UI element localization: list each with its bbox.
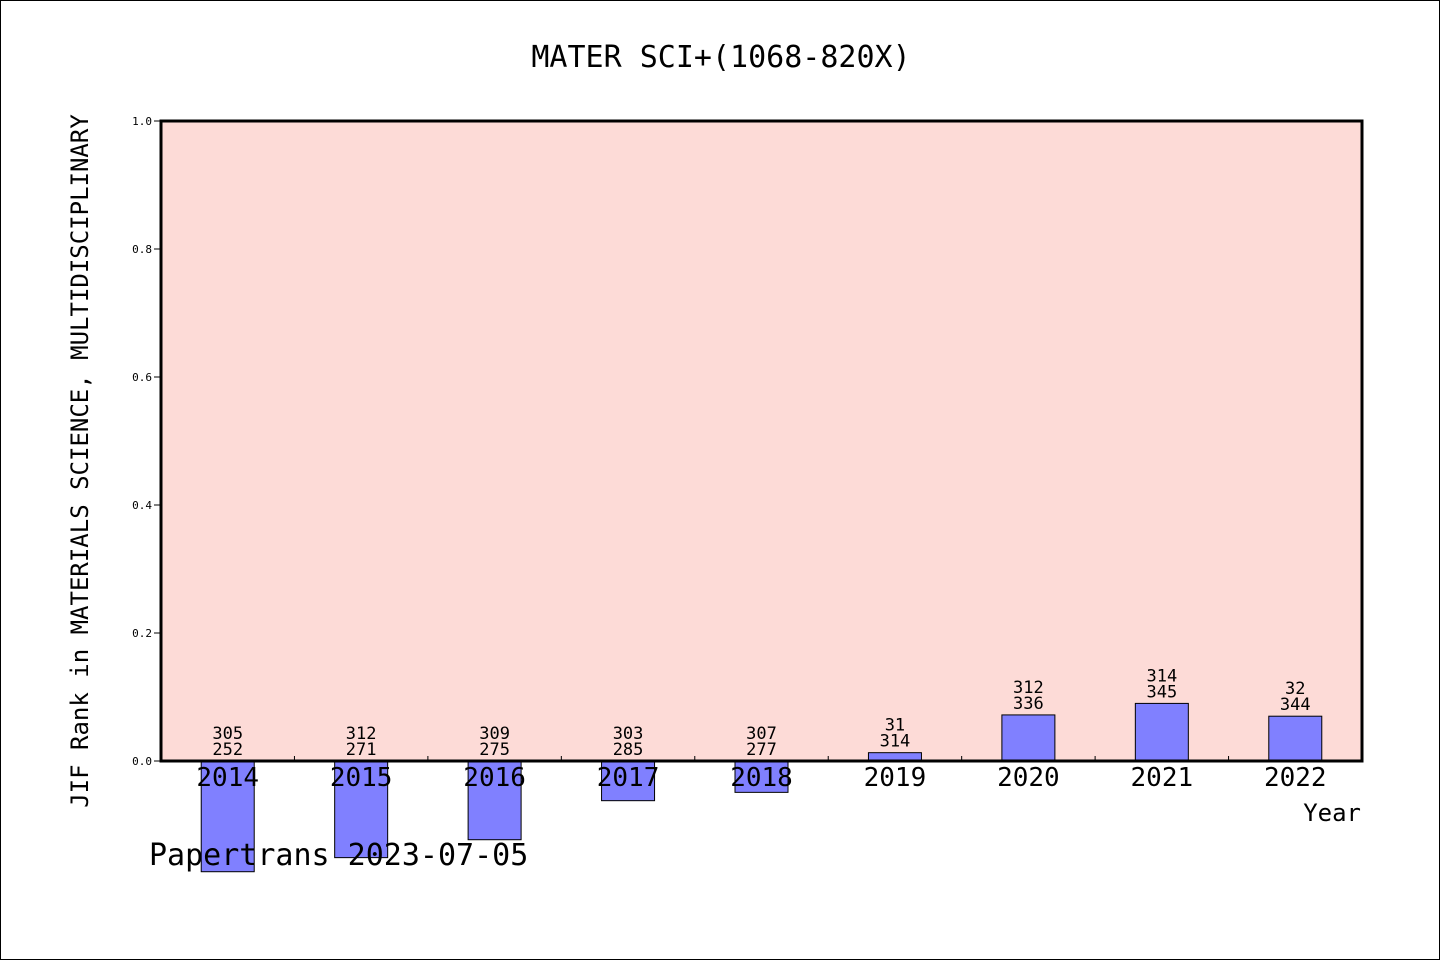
data-labels: 3052523122713092753032853072773131431233… — [212, 666, 1310, 760]
data-label-bottom: 285 — [613, 740, 644, 760]
bar-2014 — [200, 760, 255, 873]
y-axis: 0.0 0.2 0.4 0.6 0.8 1.0 — [132, 115, 161, 768]
data-label-bottom: 275 — [479, 740, 510, 760]
y-tick-label: 0.6 — [132, 371, 152, 384]
bar-2017 — [601, 760, 656, 802]
y-axis-label: JIF Rank in MATERIALS SCIENCE, MULTIDISC… — [66, 114, 94, 808]
data-label-bottom: 344 — [1280, 695, 1311, 715]
data-label-top: 312 — [346, 724, 377, 744]
y-tick-label: 0.4 — [132, 499, 152, 512]
x-axis-label: Year — [1303, 799, 1361, 827]
data-label-top: 314 — [1146, 666, 1177, 686]
watermark-text: Papertrans 2023-07-05 — [149, 838, 528, 873]
data-label-bottom: 252 — [212, 740, 243, 760]
x-tick-label: 2016 — [463, 763, 526, 793]
x-tick-label: 2017 — [597, 763, 660, 793]
bar-2021 — [1134, 702, 1189, 762]
x-tick-label: 2021 — [1131, 763, 1194, 793]
data-label-top: 32 — [1285, 679, 1305, 699]
data-label-top: 307 — [746, 724, 777, 744]
data-label-bottom: 277 — [746, 740, 777, 760]
data-label-top: 303 — [613, 724, 644, 744]
data-label-bottom: 271 — [346, 740, 377, 760]
chart-title: MATER SCI+(1068-820X) — [531, 40, 910, 75]
x-tick-label: 2014 — [196, 763, 259, 793]
y-tick-label: 0.8 — [132, 243, 152, 256]
data-label-top: 309 — [479, 724, 510, 744]
data-label-top: 31 — [885, 716, 905, 736]
plot-frame — [159, 119, 1364, 763]
data-label-top: 312 — [1013, 678, 1044, 698]
x-tick-label: 2019 — [864, 763, 927, 793]
bar-2018 — [734, 760, 789, 793]
data-label-bottom: 336 — [1013, 694, 1044, 714]
data-label-top: 305 — [212, 724, 243, 744]
plot-area — [161, 121, 1362, 761]
bar-2022 — [1268, 715, 1323, 762]
x-tick-label: 2022 — [1264, 763, 1327, 793]
y-tick-label: 0.2 — [132, 627, 152, 640]
y-tick-label: 0.0 — [132, 755, 152, 768]
x-axis: 2014 2015 2016 2017 2018 2019 2020 2021 2022 — [196, 756, 1327, 793]
data-label-bottom: 345 — [1146, 682, 1177, 702]
bar-2015 — [334, 760, 389, 859]
x-tick-label: 2020 — [997, 763, 1060, 793]
x-tick-label: 2018 — [730, 763, 793, 793]
data-label-bottom: 314 — [880, 732, 911, 752]
y-tick-label: 1.0 — [132, 115, 152, 128]
bar-2020 — [1001, 714, 1056, 762]
x-tick-label: 2015 — [330, 763, 393, 793]
